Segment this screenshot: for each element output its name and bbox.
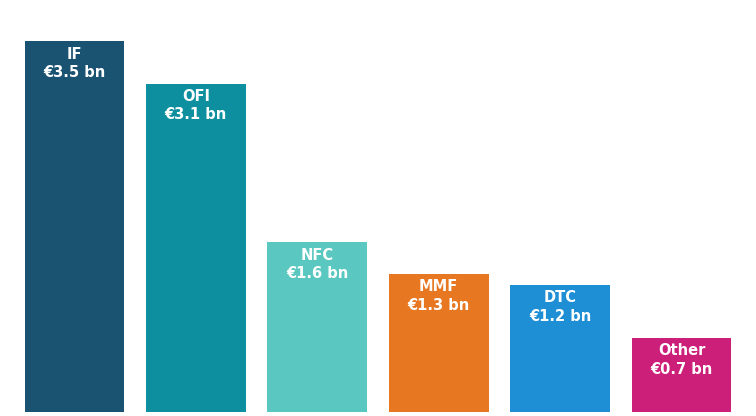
Bar [268,243,367,412]
Text: MMF
€1.3 bn: MMF €1.3 bn [407,280,469,313]
Bar [510,285,610,412]
Bar [389,274,488,412]
Text: NFC
€1.6 bn: NFC €1.6 bn [287,248,349,281]
Text: DTC
€1.2 bn: DTC €1.2 bn [529,290,591,324]
Text: IF
€3.5 bn: IF €3.5 bn [43,47,106,80]
Bar [632,338,732,412]
Bar [24,41,124,412]
Text: OFI
€3.1 bn: OFI €3.1 bn [165,89,227,122]
Bar [146,84,246,412]
Text: Other
€0.7 bn: Other €0.7 bn [650,343,713,376]
